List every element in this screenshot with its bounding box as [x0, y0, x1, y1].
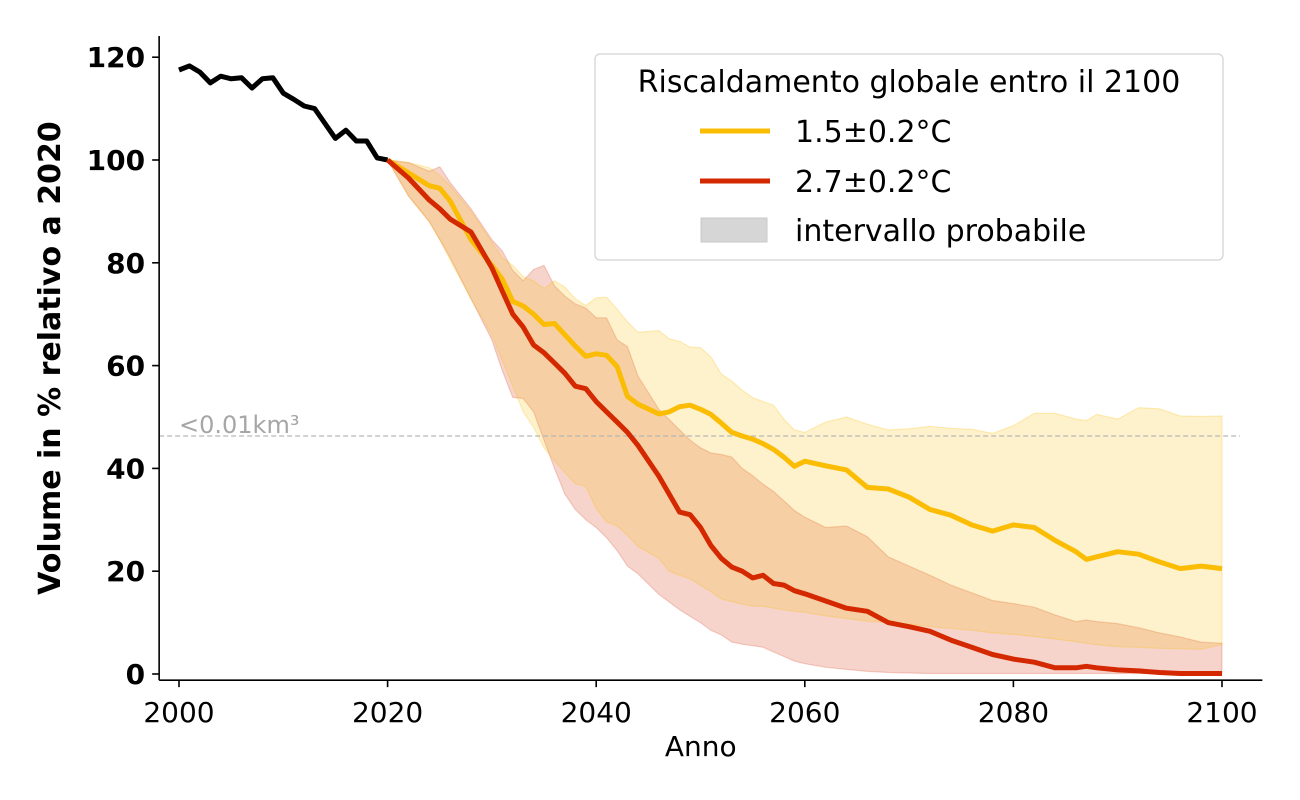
line-1-5c [386, 157, 1223, 572]
y-tick-label: 80 [106, 247, 145, 280]
y-tick-label: 0 [126, 658, 145, 691]
y-ticks: 0 20 40 60 80 100 120 [87, 41, 160, 691]
y-tick-label: 60 [106, 350, 145, 383]
legend-label: 1.5±0.2°C [795, 115, 952, 150]
x-tick-label: 2020 [352, 696, 423, 729]
band-2-7c [386, 159, 1223, 675]
legend-entries: 1.5±0.2°C 2.7±0.2°C intervallo probabile [700, 115, 1086, 249]
y-axis-title: Volume in % relativo a 2020 [33, 121, 68, 595]
line-2-7c [385, 158, 1222, 676]
legend: Riscaldamento globale entro il 2100 1.5±… [594, 53, 1224, 261]
historical-line [178, 63, 389, 163]
y-tick-label: 20 [106, 555, 145, 588]
x-tick-label: 2100 [1186, 696, 1257, 729]
legend-label: intervallo probabile [795, 214, 1086, 249]
x-tick-label: 2060 [769, 696, 840, 729]
series-lines [178, 63, 1223, 676]
x-axis-title: Anno [665, 730, 737, 763]
legend-swatch-patch [700, 217, 768, 243]
threshold-annotation: <0.01km³ [179, 411, 299, 439]
legend-label: 2.7±0.2°C [795, 165, 952, 200]
x-ticks: 2000 2020 2040 2060 2080 2100 [143, 680, 1258, 729]
x-tick-label: 2000 [143, 696, 214, 729]
y-tick-label: 40 [106, 452, 145, 485]
x-tick-label: 2040 [561, 696, 632, 729]
legend-box [594, 53, 1224, 261]
x-tick-label: 2080 [978, 696, 1049, 729]
legend-title: Riscaldamento globale entro il 2100 [638, 65, 1181, 100]
y-tick-label: 100 [87, 144, 145, 177]
y-tick-label: 120 [87, 41, 145, 74]
